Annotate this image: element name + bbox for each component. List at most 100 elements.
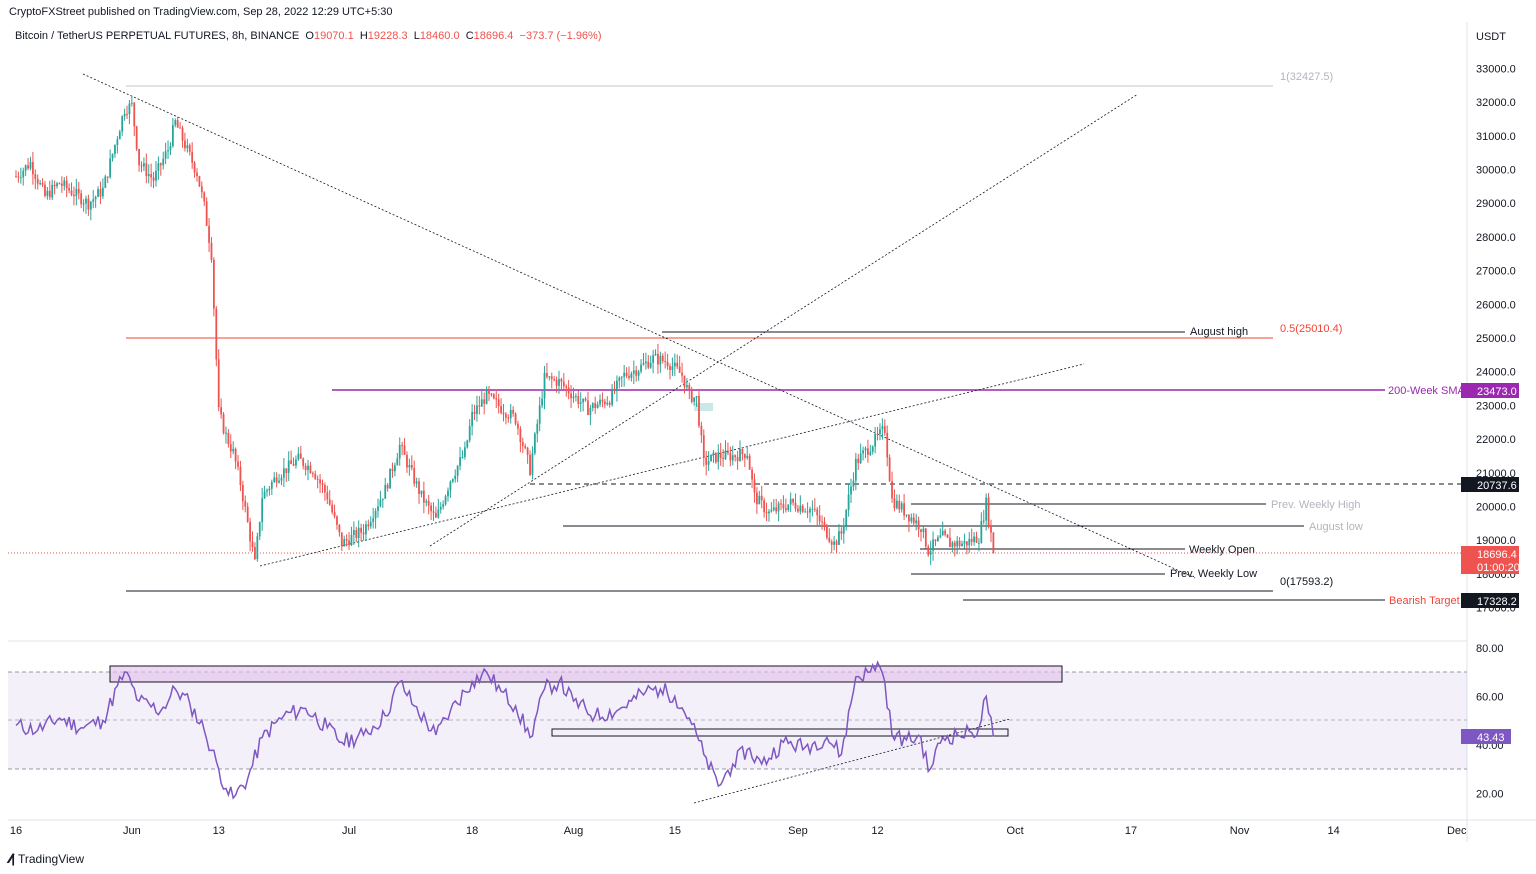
candle-body [147, 174, 150, 177]
candle-body [741, 449, 744, 455]
candle-body [449, 481, 452, 491]
candle-body [505, 414, 507, 418]
currency-label: USDT [1476, 31, 1506, 43]
candle-body [782, 504, 785, 509]
candle-body [41, 183, 44, 185]
candle-body [980, 520, 983, 543]
candle-body [495, 398, 498, 400]
candle-body [188, 145, 191, 152]
candle-body [466, 440, 469, 448]
candle-body [63, 180, 66, 186]
time-tick-9: Oct [1007, 825, 1024, 837]
candle-body [936, 537, 939, 542]
candle-body [813, 508, 816, 510]
candle-body [874, 433, 877, 447]
price-tick-9: 26000.0 [1476, 299, 1516, 311]
candle-body [804, 511, 807, 513]
candle-body [415, 481, 418, 484]
candle-body [632, 370, 635, 374]
ascending-trendline-steep [429, 93, 1139, 547]
candle-body [118, 131, 121, 140]
candle-body [652, 355, 655, 363]
candle-body [833, 541, 836, 545]
candle-body [582, 398, 585, 403]
candle-body [46, 190, 49, 196]
candle-body [256, 536, 259, 560]
rsi-overbought-box [109, 665, 1063, 683]
candle-body [512, 409, 515, 414]
candle-body [492, 394, 495, 399]
candle-body [558, 379, 560, 386]
candle-body [155, 170, 157, 181]
candle-body [579, 402, 582, 404]
candle-body [867, 448, 869, 455]
tradingview-brand[interactable]: ⁄⁄| TradingView [9, 851, 84, 866]
candle-body [591, 403, 594, 409]
candle-body [130, 102, 133, 104]
candle-body [811, 508, 814, 510]
highlight-box [694, 403, 713, 411]
candle-body [391, 468, 394, 472]
candles [15, 95, 995, 566]
candle-body [727, 450, 729, 453]
candle-body [311, 472, 314, 474]
candle-body [447, 490, 449, 497]
time-tick-6: 15 [669, 825, 681, 837]
candle-body [239, 466, 242, 485]
last-price-badge [1461, 546, 1519, 574]
price-tick-15: 32000.0 [1476, 97, 1516, 109]
candle-body [538, 405, 541, 424]
candle-body [381, 498, 384, 500]
candle-body [917, 520, 920, 530]
candle-body [775, 507, 778, 512]
time-axis[interactable]: 16 Jun 13 Jul 18 Aug 15 Sep 12 Oct 17 Nov 14 Dec [10, 825, 1467, 837]
candle-body [367, 524, 370, 527]
candle-body [60, 183, 63, 186]
candle-body [427, 500, 430, 506]
prev-weekly-low-label: Prev. Weekly Low [1170, 568, 1257, 580]
candle-body [618, 377, 621, 381]
price-tick-10: 27000.0 [1476, 266, 1516, 278]
candle-body [82, 203, 85, 205]
candle-body [241, 484, 244, 502]
sma200-badge [1461, 383, 1519, 398]
level-20737-badge [1461, 477, 1519, 492]
candle-body [27, 165, 29, 169]
candle-body [669, 366, 671, 370]
candle-body [949, 537, 951, 548]
candle-body [924, 528, 927, 547]
candle-body [806, 511, 809, 513]
candle-body [862, 450, 864, 454]
candle-body [698, 396, 700, 426]
candle-body [157, 163, 160, 171]
candle-body [606, 402, 609, 405]
candle-body [944, 530, 947, 535]
candle-body [854, 458, 857, 481]
descending-trendline [82, 73, 1196, 579]
candle-body [840, 531, 843, 534]
candle-body [763, 500, 766, 513]
candle-body [362, 532, 365, 535]
candle-body [408, 464, 411, 468]
candle-body [287, 460, 290, 473]
time-tick-13: Dec [1447, 825, 1467, 837]
candle-body [753, 479, 756, 493]
candle-body [282, 468, 285, 478]
price-tick-11: 28000.0 [1476, 232, 1516, 244]
candle-body [19, 177, 22, 179]
time-tick-1: Jun [123, 825, 141, 837]
candle-body [951, 542, 954, 548]
candle-body [410, 464, 413, 468]
candle-body [135, 126, 138, 150]
candle-body [879, 429, 881, 435]
price-axis[interactable]: 17000.018000.019000.020000.021000.022000… [1476, 63, 1516, 614]
time-tick-8: 12 [871, 825, 883, 837]
august-high-label: August high [1190, 326, 1248, 338]
candle-body [864, 448, 867, 451]
candle-body [34, 174, 37, 179]
ascending-trendline-shallow [259, 363, 1085, 567]
candle-body [106, 176, 109, 178]
time-tick-2: 13 [213, 825, 225, 837]
